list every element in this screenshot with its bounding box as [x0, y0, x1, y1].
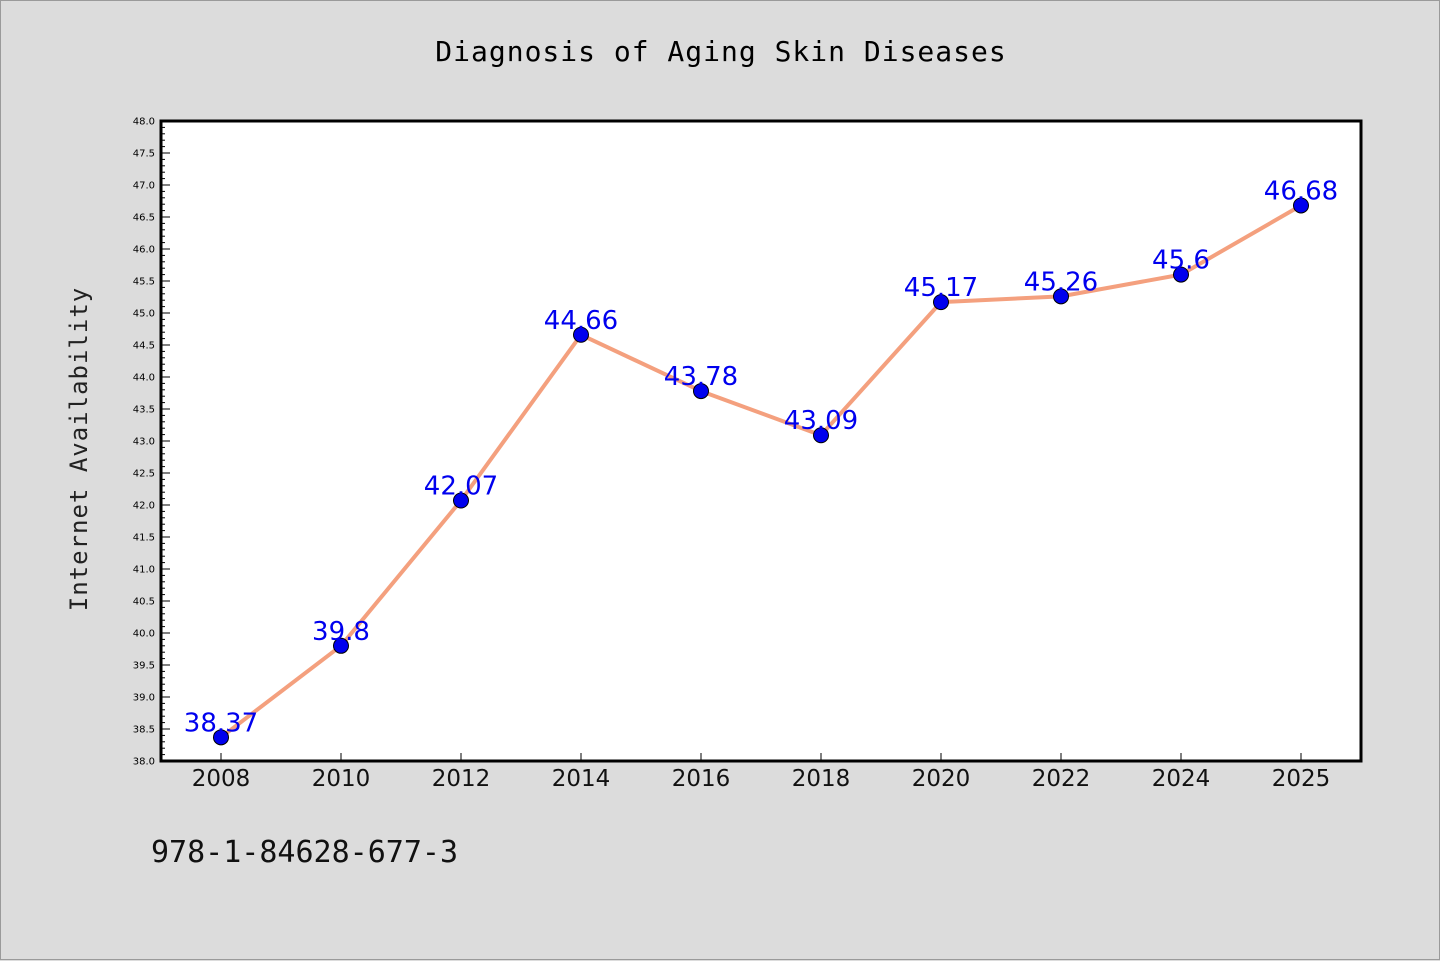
plot-area	[161, 121, 1361, 761]
data-point	[1173, 266, 1189, 283]
x-tick-label: 2008	[192, 766, 251, 792]
data-point	[693, 383, 709, 400]
data-point	[333, 637, 349, 654]
data-label: 46.68	[1264, 176, 1338, 206]
y-tick-label: 41.5	[133, 533, 155, 544]
x-tick-label: 2020	[912, 766, 971, 792]
y-tick-label: 43.0	[133, 437, 155, 448]
y-tick-label: 40.0	[133, 629, 155, 640]
data-label: 45.26	[1024, 267, 1098, 297]
data-point	[1053, 288, 1069, 305]
y-tick-label: 39.0	[133, 693, 155, 704]
y-tick-label: 38.5	[133, 725, 155, 736]
y-tick-label: 45.0	[133, 309, 155, 320]
footer-code: 978-1-84628-677-3	[151, 835, 459, 870]
y-tick-label: 48.0	[133, 117, 155, 128]
y-tick-label: 39.5	[133, 661, 155, 672]
x-tick-label: 2018	[792, 766, 851, 792]
data-label: 42.07	[424, 472, 498, 502]
y-tick-label: 44.5	[133, 341, 155, 352]
y-tick-label: 43.5	[133, 405, 155, 416]
data-label: 43.09	[784, 406, 858, 436]
y-tick-label: 46.5	[133, 213, 155, 224]
data-label: 45.6	[1152, 246, 1210, 276]
data-point	[933, 294, 949, 311]
data-point	[813, 427, 829, 444]
y-tick-label: 47.5	[133, 149, 155, 160]
y-tick-label: 41.0	[133, 565, 155, 576]
y-tick-label: 44.0	[133, 373, 155, 384]
y-tick-label: 47.0	[133, 181, 155, 192]
y-tick-label: 42.5	[133, 469, 155, 480]
x-tick-label: 2010	[312, 766, 371, 792]
x-tick-label: 2022	[1032, 766, 1091, 792]
y-tick-label: 38.0	[133, 757, 155, 768]
series-line	[219, 203, 1303, 740]
y-tick-label: 45.5	[133, 277, 155, 288]
x-tick-label: 2025	[1272, 766, 1331, 792]
x-tick-label: 2024	[1152, 766, 1211, 792]
x-tick-label: 2012	[432, 766, 491, 792]
data-point	[213, 729, 229, 746]
y-tick-label: 46.0	[133, 245, 155, 256]
data-label: 45.17	[904, 273, 978, 303]
x-tick-label: 2014	[552, 766, 611, 792]
data-label: 38.37	[184, 708, 258, 738]
data-label: 39.8	[312, 617, 370, 647]
data-label: 43.78	[664, 362, 738, 392]
chart-title: Diagnosis of Aging Skin Diseases	[435, 35, 1007, 68]
data-point	[453, 492, 469, 509]
plot-border	[159, 119, 1363, 763]
data-label: 44.66	[544, 306, 618, 336]
data-point	[1293, 197, 1309, 214]
x-tick-label: 2016	[672, 766, 731, 792]
y-tick-label: 42.0	[133, 501, 155, 512]
y-tick-label: 40.5	[133, 597, 155, 608]
data-point	[573, 326, 589, 343]
